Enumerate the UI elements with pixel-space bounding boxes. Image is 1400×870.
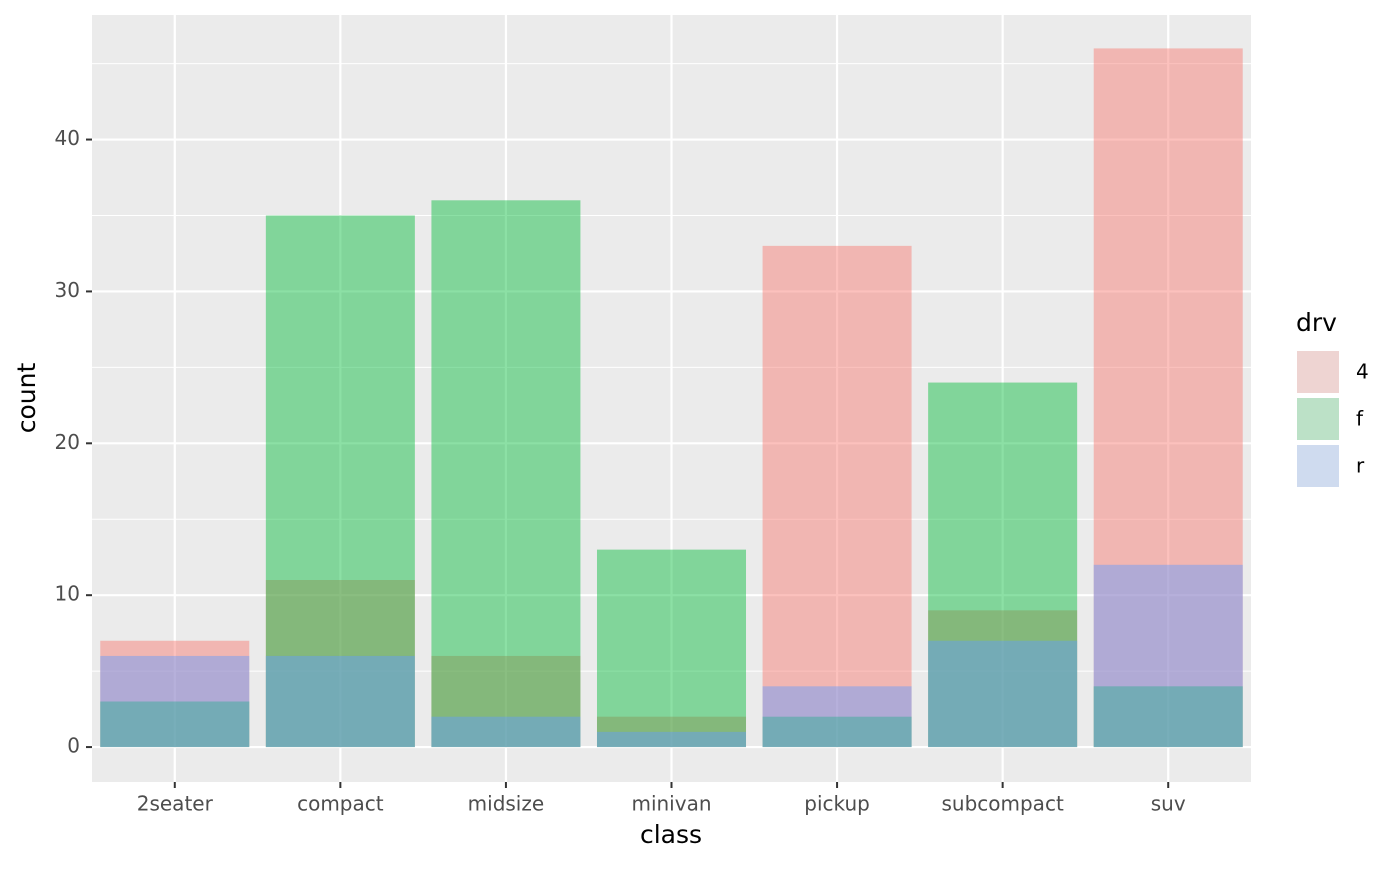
- bar: [762, 716, 912, 748]
- x-tick-label: pickup: [804, 792, 870, 816]
- y-tick-label: 0: [67, 734, 80, 758]
- bar: [928, 640, 1078, 748]
- bar: [265, 215, 415, 748]
- legend: 4 fr: [1295, 349, 1369, 489]
- legend-label: f: [1356, 407, 1364, 431]
- bars: [100, 48, 1243, 748]
- legend-key: [1295, 349, 1341, 395]
- bar: [762, 686, 912, 748]
- legend-label: r: [1356, 454, 1365, 478]
- bar: [1093, 686, 1243, 748]
- bar: [100, 701, 250, 748]
- y-axis-title: count: [12, 363, 41, 434]
- y-tick-label: 10: [55, 582, 80, 606]
- bar: [431, 655, 581, 748]
- y-tick-label: 20: [55, 430, 80, 454]
- legend-key-bg: [1296, 397, 1340, 441]
- grid: [92, 15, 1251, 782]
- bar: [928, 610, 1078, 748]
- bar: [596, 716, 747, 748]
- bar: [928, 382, 1078, 748]
- axes: 0 10 20 30 40 2seater compact midsize minivan pic…: [55, 126, 1186, 815]
- legend-key-bg: [1296, 444, 1340, 488]
- x-tick-label: subcompact: [941, 792, 1063, 816]
- bar: [100, 640, 250, 748]
- bar: [596, 731, 747, 748]
- bar: [762, 245, 912, 748]
- legend-key: [1295, 443, 1341, 489]
- x-tick-label: suv: [1151, 792, 1186, 816]
- bar: [596, 549, 747, 748]
- bar: [100, 655, 250, 748]
- legend-label: 4: [1356, 360, 1369, 384]
- legend-title: drv: [1296, 308, 1337, 337]
- bar: [431, 716, 581, 748]
- bar: [1093, 564, 1243, 748]
- bar: [265, 655, 415, 748]
- x-tick-label: compact: [297, 792, 384, 816]
- x-axis-title: class: [640, 820, 702, 849]
- bar: [431, 200, 581, 748]
- x-tick-label: midsize: [468, 792, 545, 816]
- bar: [1093, 48, 1243, 748]
- x-tick-label: 2seater: [137, 792, 214, 816]
- bar: [265, 579, 415, 748]
- y-tick-label: 30: [55, 278, 80, 302]
- y-tick-label: 40: [55, 126, 80, 150]
- legend-key: [1295, 396, 1341, 442]
- x-tick-label: minivan: [631, 792, 711, 816]
- legend-key-bg: [1296, 350, 1340, 394]
